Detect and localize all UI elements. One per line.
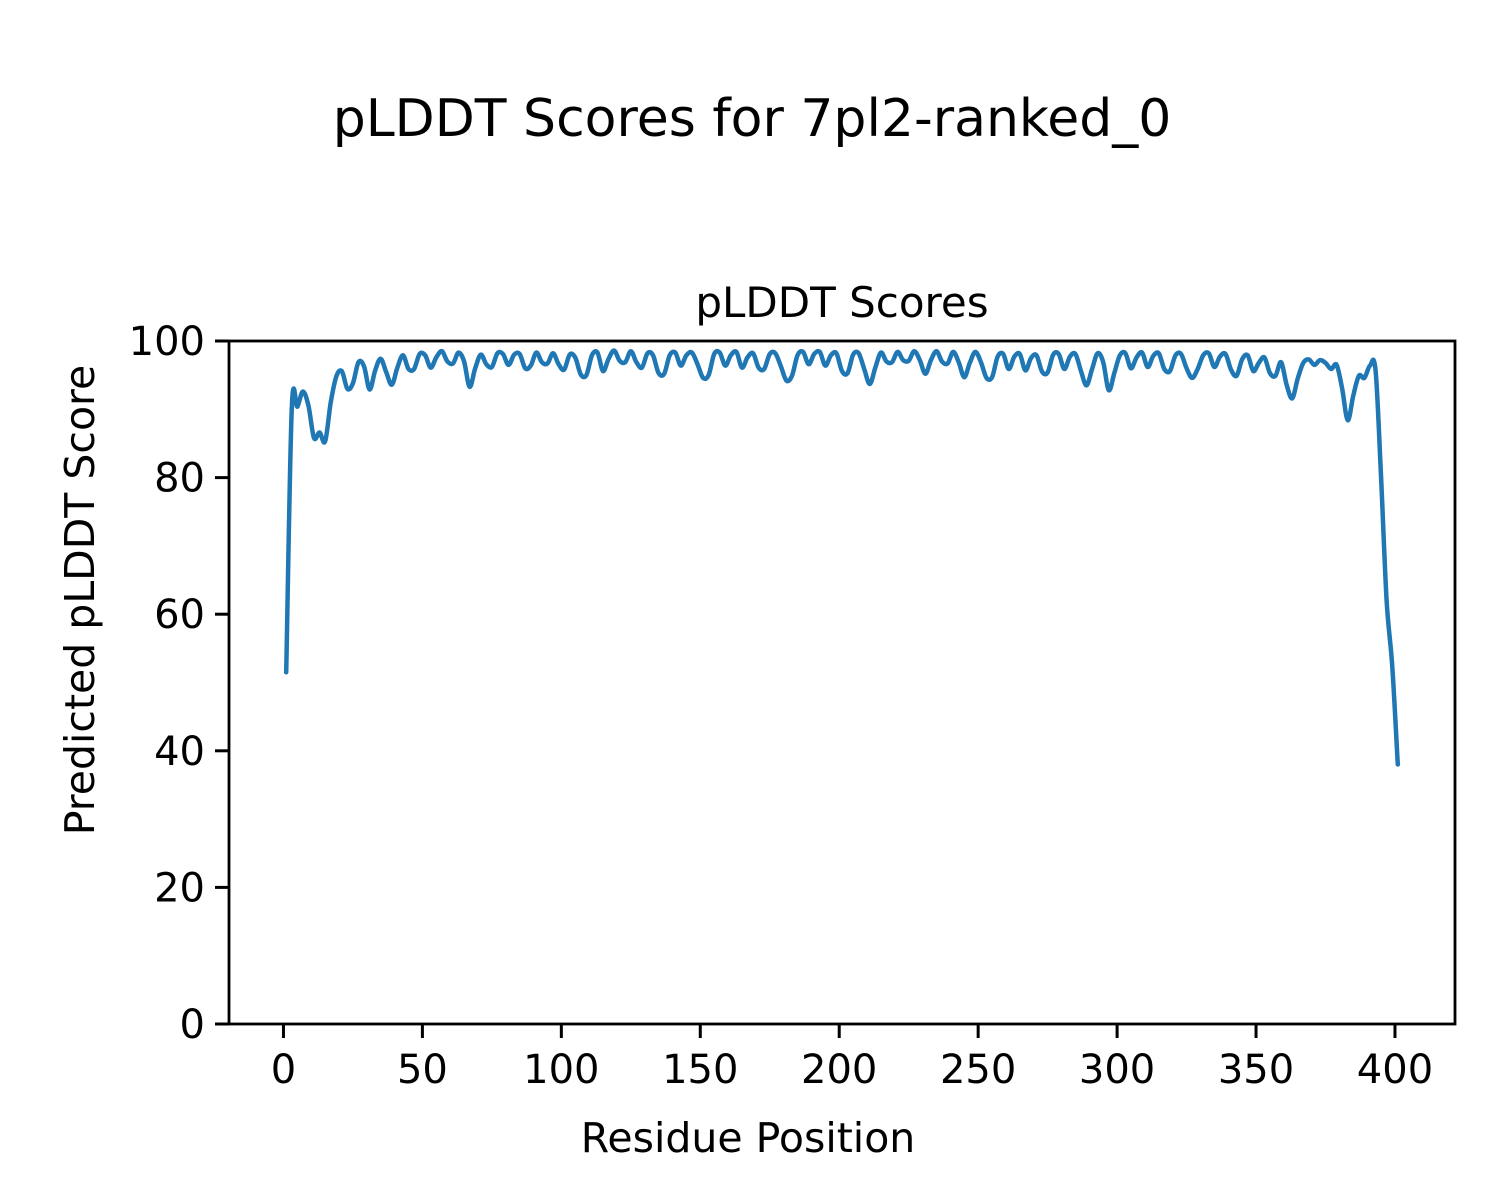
y-tick-label: 60 — [154, 592, 205, 638]
plot-area: 0 50 100 150 200 250 300 350 400 0 20 40 60 80 100 — [129, 319, 1457, 1093]
y-tick-label: 100 — [129, 319, 205, 365]
x-tick-label: 250 — [940, 1047, 1016, 1093]
x-axis-label: Residue Position — [581, 1114, 916, 1162]
x-tick-label: 400 — [1357, 1047, 1433, 1093]
y-tick-label: 20 — [154, 865, 205, 911]
x-tick-label: 100 — [523, 1047, 599, 1093]
x-tick-label: 300 — [1079, 1047, 1155, 1093]
axes-title: pLDDT Scores — [695, 278, 988, 327]
figure-title: pLDDT Scores for 7pl2-ranked_0 — [333, 89, 1172, 149]
y-tick-label: 40 — [154, 729, 205, 775]
y-tick-label: 80 — [154, 456, 205, 502]
x-tick-label: 350 — [1218, 1047, 1294, 1093]
x-tick-label: 200 — [801, 1047, 877, 1093]
y-tick-label: 0 — [180, 1002, 205, 1048]
x-tick-label: 150 — [662, 1047, 738, 1093]
plddt-line — [283, 348, 1401, 767]
axes-frame — [227, 339, 1457, 1026]
x-tick-label: 0 — [271, 1047, 296, 1093]
y-axis-label: Predicted pLDDT Score — [56, 365, 104, 835]
x-tick-label: 50 — [397, 1047, 448, 1093]
